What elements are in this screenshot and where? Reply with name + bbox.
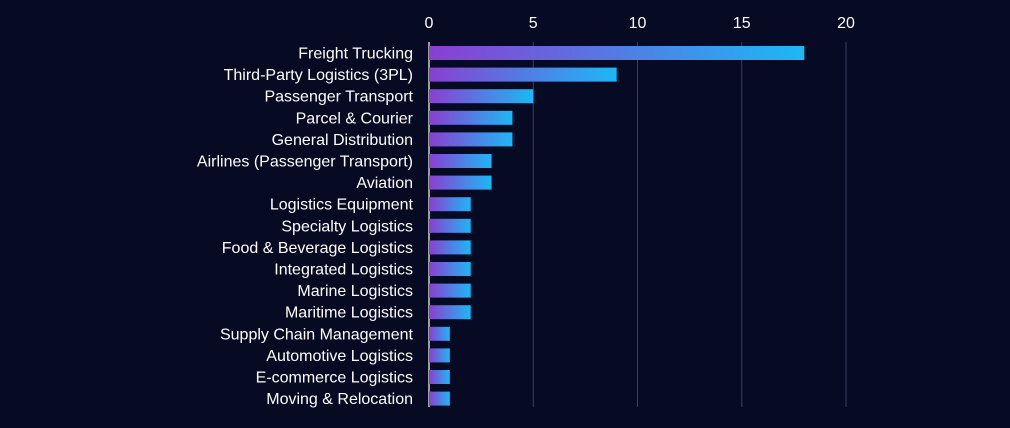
- category-label: Freight Trucking: [298, 46, 413, 63]
- x-tick-label: 15: [733, 15, 751, 32]
- bar: [429, 154, 492, 168]
- category-label: Logistics Equipment: [270, 197, 414, 214]
- category-label: Moving & Relocation: [266, 391, 413, 408]
- bar: [429, 348, 450, 363]
- category-label: Airlines (Passenger Transport): [197, 154, 413, 171]
- bar: [429, 89, 534, 104]
- bar: [429, 326, 450, 341]
- bar: [429, 370, 450, 384]
- bar: [429, 110, 513, 125]
- category-label: Third-Party Logistics (3PL): [224, 67, 413, 84]
- bar: [429, 240, 471, 255]
- category-label: Food & Beverage Logistics: [222, 240, 413, 257]
- category-label: Passenger Transport: [264, 89, 413, 106]
- category-label: Specialty Logistics: [281, 218, 413, 235]
- bar: [429, 67, 617, 82]
- bar: [429, 197, 471, 212]
- bars: [429, 46, 805, 406]
- category-label: Integrated Logistics: [274, 262, 413, 279]
- category-label: Aviation: [356, 175, 413, 192]
- bar: [429, 175, 492, 190]
- bar: [429, 132, 513, 147]
- category-label: Automotive Logistics: [266, 348, 413, 365]
- bar: [429, 218, 471, 233]
- x-tick-label: 20: [837, 15, 855, 32]
- bar: [429, 283, 471, 298]
- category-label: Supply Chain Management: [220, 326, 414, 343]
- bar: [429, 305, 471, 320]
- category-label: Marine Logistics: [297, 283, 413, 300]
- category-label: E-commerce Logistics: [256, 370, 413, 387]
- category-labels: Freight Trucking Third-Party Logistics (3…: [197, 46, 414, 409]
- x-tick-label: 0: [425, 15, 434, 32]
- category-label: General Distribution: [272, 132, 413, 149]
- x-tick-labels: 0 5 10 15 20: [425, 15, 855, 32]
- x-tick-label: 10: [629, 15, 647, 32]
- bar: [429, 46, 805, 60]
- bar: [429, 262, 471, 276]
- category-label: Maritime Logistics: [285, 305, 413, 322]
- x-tick-label: 5: [529, 15, 538, 32]
- category-label: Parcel & Courier: [296, 110, 414, 127]
- bar: [429, 391, 450, 406]
